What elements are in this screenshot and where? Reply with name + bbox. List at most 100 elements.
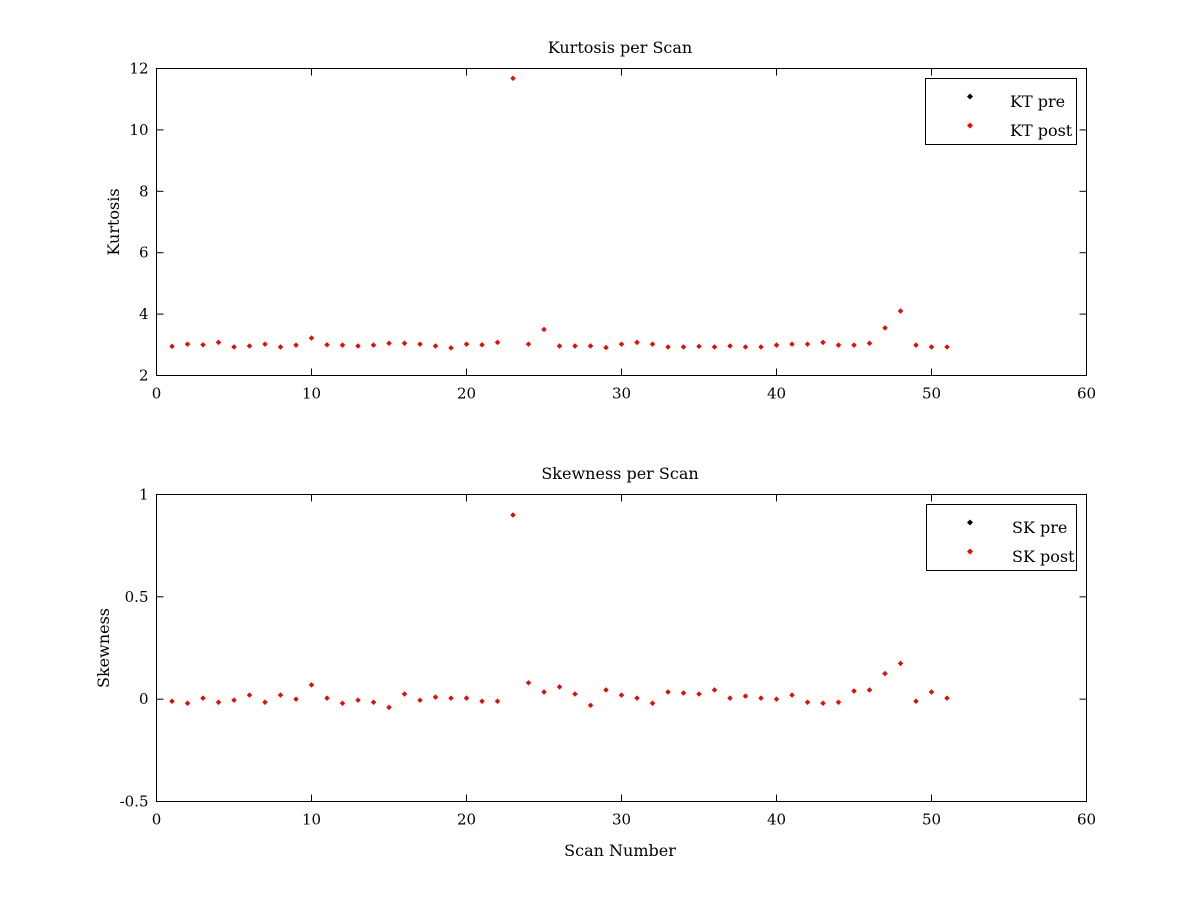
data-point-kt-post [479, 342, 485, 348]
data-point-kt-post [603, 344, 609, 351]
x-tick-label: 50 [922, 385, 941, 403]
data-point-sk-post [370, 699, 377, 705]
data-point-kt-post [262, 341, 268, 347]
data-point-sk-post [696, 691, 702, 697]
data-point-sk-post [820, 700, 826, 706]
legend-box [925, 78, 1077, 145]
y-tick-label: 0.5 [125, 588, 149, 606]
data-point-sk-post [913, 698, 919, 704]
legend-label-kt-pre: KT pre [1010, 92, 1065, 111]
data-point-kt-post [324, 342, 330, 348]
x-tick-label: 10 [302, 385, 321, 403]
data-point-kt-post [680, 344, 687, 350]
data-point-kt-post [231, 344, 237, 350]
data-point-sk-post [324, 695, 330, 701]
x-axis-label: Scan Number [564, 841, 676, 860]
data-point-kt-post [448, 345, 454, 351]
x-tick-label: 60 [1077, 811, 1096, 829]
data-point-kt-post [665, 344, 671, 350]
data-point-sk-post [572, 691, 578, 697]
x-tick-labels: 0 10 20 30 40 50 60 [152, 811, 1096, 829]
x-tick-label: 30 [612, 811, 631, 829]
data-point-kt-post [510, 75, 516, 81]
data-point-sk-post [479, 698, 485, 704]
x-tick-label: 10 [302, 811, 321, 829]
data-point-sk-post [882, 670, 888, 677]
data-point-sk-post [804, 699, 811, 705]
data-point-sk-post [339, 700, 346, 706]
data-point-kt-post [851, 342, 857, 348]
data-point-sk-post [541, 689, 547, 695]
kurtosis-plot: Kurtosis per Scan 0 10 20 30 40 50 60 2 4 6 8 10 12… [104, 38, 1096, 403]
legend-label-kt-post: KT post [1010, 121, 1073, 140]
data-point-kt-post [742, 344, 749, 350]
data-point-sk-post [618, 692, 625, 698]
data-point-kt-post [928, 344, 935, 350]
data-point-kt-post [169, 343, 175, 349]
data-point-sk-post [928, 689, 935, 695]
y-tick-label: -0.5 [120, 793, 149, 811]
skewness-plot: Skewness per Scan 0 10 20 30 40 50 60 -0.500.5… [94, 464, 1096, 860]
x-tick-label: 40 [767, 811, 786, 829]
x-tick-label: 20 [457, 385, 476, 403]
data-point-sk-post [169, 698, 175, 704]
x-tick-label: 0 [152, 385, 162, 403]
y-tick-label: 4 [139, 305, 149, 323]
data-point-kt-post [277, 344, 284, 350]
data-point-sk-post [184, 700, 191, 706]
y-tick-label: 10 [129, 121, 148, 139]
data-point-sk-post [293, 696, 299, 702]
data-point-kt-post [711, 344, 718, 350]
chart-title: Skewness per Scan [541, 464, 698, 483]
legend-marker-kt-post [967, 122, 973, 129]
data-point-kt-post [727, 343, 733, 349]
data-point-kt-post [370, 342, 377, 348]
y-tick-label: 2 [139, 367, 149, 385]
data-point-kt-post [696, 343, 702, 349]
y-tick-label: 12 [129, 60, 148, 78]
data-point-sk-post [200, 695, 206, 701]
data-point-kt-post [835, 342, 842, 348]
data-point-sk-post [711, 687, 718, 693]
data-point-kt-post [386, 340, 392, 346]
data-point-kt-post [556, 343, 563, 349]
data-point-sk-post [897, 660, 904, 666]
data-point-sk-post [386, 704, 392, 710]
legend-marker-sk-post [967, 548, 973, 555]
data-point-sk-post [556, 684, 563, 690]
data-point-sk-post [835, 699, 842, 705]
data-point-kt-post [944, 344, 950, 350]
data-point-sk-post [742, 693, 749, 699]
data-point-sk-post [587, 702, 594, 708]
data-point-kt-post [820, 339, 826, 345]
data-point-sk-post [463, 695, 470, 701]
data-point-sk-post [432, 694, 439, 700]
data-point-kt-post [804, 341, 811, 347]
data-point-sk-post [665, 689, 671, 695]
legend-box [926, 504, 1077, 571]
data-point-sk-post [355, 697, 361, 703]
data-point-kt-post [215, 339, 222, 345]
data-point-kt-post [494, 339, 501, 345]
data-point-sk-post [789, 692, 795, 698]
y-axis-label: Kurtosis [104, 188, 123, 255]
data-point-sk-post [494, 698, 501, 704]
data-point-sk-post [727, 695, 733, 701]
data-point-kt-post [866, 340, 873, 346]
legend-marker-sk-pre [967, 519, 973, 526]
legend-marker-kt-pre [967, 93, 973, 100]
tick-marks [156, 68, 1087, 376]
data-point-sk-post [634, 695, 640, 701]
data-point-sk-post [308, 682, 315, 688]
chart-title: Kurtosis per Scan [548, 38, 692, 57]
legend-label-sk-post: SK post [1012, 547, 1075, 566]
y-tick-labels: 2 4 6 8 10 12 [129, 60, 148, 385]
data-point-sk-post [944, 695, 950, 701]
data-point-sk-post [277, 692, 284, 698]
data-point-sk-post [773, 696, 780, 702]
y-axis-label: Skewness [94, 608, 113, 688]
legend: SK pre SK post [926, 504, 1077, 571]
data-point-sk-post [448, 695, 454, 701]
x-tick-label: 0 [152, 811, 162, 829]
data-point-kt-post [789, 341, 795, 347]
